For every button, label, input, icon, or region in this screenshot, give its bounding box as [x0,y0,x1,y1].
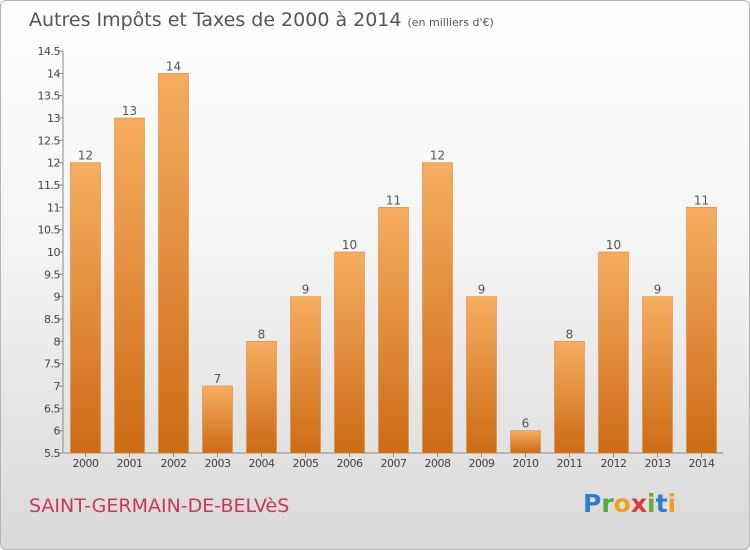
bar-2008 [422,162,453,454]
y-tick-label: 14.5 [38,45,61,58]
y-tick-label: 10.5 [38,224,61,237]
x-tick-label: 2001 [117,457,143,470]
x-tick-label: 2007 [381,457,407,470]
data-label-2013: 9 [654,283,662,297]
y-tick-label: 8.5 [44,313,60,326]
bar-2004 [246,341,277,454]
data-label-2005: 9 [302,283,310,297]
bar-2007 [378,207,409,454]
x-tick-label: 2002 [161,457,187,470]
data-label-2000: 12 [78,149,93,163]
bar-2006 [334,251,365,454]
logo-letter: r [601,489,614,518]
bar-2000 [70,162,101,454]
x-tick-label: 2012 [601,457,627,470]
y-tick-label: 9 [54,291,61,304]
x-tick-label: 2014 [689,457,715,470]
y-tick-label: 11 [47,201,60,214]
x-tick-label: 2004 [249,457,275,470]
bar-2001 [114,117,145,454]
logo-letter: i [667,489,677,518]
x-tick-label: 2000 [73,457,99,470]
data-label-2008: 12 [430,149,445,163]
x-tick-label: 2008 [425,457,451,470]
logo-letter: P [583,489,602,518]
data-label-2004: 8 [258,327,266,341]
x-tick-label: 2009 [469,457,495,470]
y-tick-label: 7.5 [44,358,60,371]
y-tick-label: 8 [54,335,61,348]
bar-2010 [510,430,541,454]
data-label-2006: 10 [342,238,357,252]
data-label-2011: 8 [566,327,574,341]
x-tick-label: 2010 [513,457,539,470]
bar-2011 [554,341,585,454]
x-tick-label: 2006 [337,457,363,470]
x-tick-label: 2005 [293,457,319,470]
bar-2013 [642,296,673,454]
logo-letter: o [613,489,631,518]
y-tick-label: 10 [47,246,60,259]
logo-letter: x [630,489,647,518]
y-tick-label: 6.5 [44,402,60,415]
x-tick-label: 2011 [557,457,583,470]
bar-2003 [202,385,233,454]
data-label-2003: 7 [214,372,222,386]
x-tick-label: 2013 [645,457,671,470]
logo-letter: t [655,489,668,518]
y-tick-label: 9.5 [44,268,60,281]
y-tick-label: 14 [47,67,60,80]
data-label-2014: 11 [694,193,709,207]
x-tick-label: 2003 [205,457,231,470]
y-tick-label: 12 [47,157,60,170]
data-label-2009: 9 [478,283,486,297]
y-tick-label: 12.5 [38,134,61,147]
y-tick-label: 7 [54,380,61,393]
data-label-2007: 11 [386,193,401,207]
chart-title-unit: (en milliers d'€) [407,16,494,29]
bar-2012 [598,251,629,454]
data-label-2002: 14 [166,59,181,73]
data-label-2012: 10 [606,238,621,252]
bar-2002 [158,73,189,454]
y-tick-label: 6 [54,425,61,438]
commune-name: SAINT-GERMAIN-DE-BELVèS [29,495,290,517]
y-tick-label: 5.5 [44,447,60,460]
bar-2009 [466,296,497,454]
chart-title-main: Autres Impôts et Taxes de 2000 à 2014 [29,9,402,31]
proxiti-logo: Proxiti [583,489,676,518]
bar-2005 [290,296,321,454]
bar-2014 [686,207,717,454]
data-label-2010: 6 [522,417,530,431]
logo-letter: i [647,489,656,518]
chart-title: Autres Impôts et Taxes de 2000 à 2014 (en… [29,9,494,31]
data-label-2001: 13 [122,104,137,118]
bars: 12 13 14 7 8 9 10 11 12 9 6 8 10 9 11 [70,59,717,454]
y-tick-label: 11.5 [38,179,61,192]
y-tick-label: 13 [47,112,60,125]
y-tick-label: 13.5 [38,90,61,103]
